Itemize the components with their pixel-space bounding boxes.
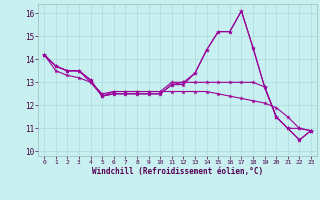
X-axis label: Windchill (Refroidissement éolien,°C): Windchill (Refroidissement éolien,°C)	[92, 167, 263, 176]
